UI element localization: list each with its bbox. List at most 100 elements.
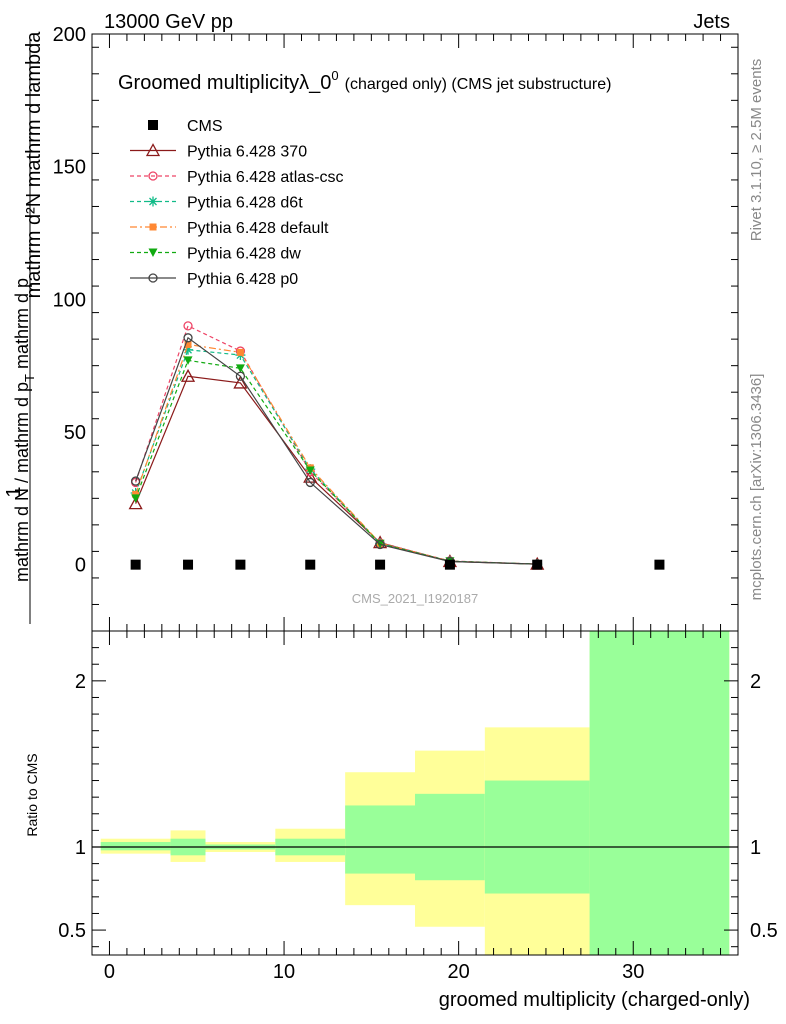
ratio-band-green-6 — [484, 780, 590, 894]
series-point-5-2 — [235, 364, 245, 373]
legend-marker-3 — [148, 196, 158, 207]
legend-item-3: Pythia 6.428 d6t — [130, 195, 303, 212]
ratio-frame — [91, 630, 739, 956]
ylabel-den-rest: mathrm d p — [12, 278, 32, 374]
svg-text:Groomed multiplicityλ_00(charg: Groomed multiplicityλ_00 (charged only) (… — [118, 68, 611, 94]
legend-marker-4 — [149, 223, 157, 231]
series-point-2-1 — [183, 321, 193, 331]
title-sup: 0 — [331, 68, 338, 83]
x-axis-label: groomed multiplicity (charged-only) — [439, 989, 750, 1011]
legend-marker-6 — [148, 273, 158, 283]
series-point-6-2 — [235, 371, 246, 381]
series-5 — [131, 356, 542, 569]
x-tick-label-1: 10 — [273, 961, 295, 983]
series-line-5 — [135, 359, 538, 565]
legend-label-2: Pythia 6.428 atlas-csc — [187, 169, 344, 186]
ratio-ytick-label-right-2: 2 — [750, 671, 761, 693]
x-tick-label-3: 30 — [622, 961, 644, 983]
series-point-3-1 — [183, 344, 194, 355]
ylabel-numerator-text: mathrm d²N — [23, 193, 45, 299]
ratio-band-green-7 — [589, 631, 730, 955]
legend-marker-1 — [145, 143, 161, 157]
legend-label-6: Pythia 6.428 p0 — [187, 271, 298, 288]
x-tick-label-0: 0 — [104, 961, 115, 983]
series-point-1-2 — [233, 375, 248, 389]
main-y-label: 1 mathrm d²N mathrm d lambda mathrm d N … — [3, 31, 45, 624]
legend-item-2: Pythia 6.428 atlas-csc — [130, 169, 344, 186]
series-line-1 — [135, 375, 538, 565]
mcplots-label: mcplots.cern.ch [arXiv:1306.3436] — [748, 374, 765, 601]
legend-item-0: CMS — [148, 118, 223, 135]
ylabel-numerator: mathrm d²N mathrm d lambda — [23, 31, 45, 299]
legend-item-1: Pythia 6.428 370 — [130, 143, 307, 161]
header-left: 13000 GeV pp — [104, 11, 233, 33]
title-main: Groomed multiplicityλ_0 — [118, 72, 331, 94]
series-point-1-1 — [180, 368, 196, 382]
ratio-band-green-4 — [345, 805, 415, 874]
ratio-y-label: Ratio to CMS — [24, 753, 40, 836]
legend-label-4: Pythia 6.428 default — [187, 220, 329, 237]
ratio-ytick-label-right-1: 1 — [750, 837, 761, 859]
title-paren: (charged only) (CMS jet substructure) — [345, 76, 612, 93]
cms-point-6 — [532, 559, 543, 570]
series-point-5-3 — [305, 466, 315, 475]
x-tick-label-2: 20 — [448, 961, 470, 983]
main-ytick-label-1: 50 — [64, 422, 86, 444]
plot-title: Groomed multiplicityλ_00 (charged only) (… — [118, 68, 611, 94]
series-point-4-1 — [184, 340, 192, 348]
ylabel-numerator-rest: mathrm d lambda — [23, 31, 45, 187]
main-ytick-label-2: 100 — [53, 289, 86, 311]
series-point-4-2 — [236, 348, 244, 356]
cms-point-4 — [375, 559, 386, 570]
ratio-band-green-5 — [415, 793, 485, 881]
cms-point-1 — [183, 559, 194, 570]
series-4 — [132, 340, 541, 568]
legend-item-4: Pythia 6.428 default — [130, 220, 329, 237]
series-point-6-0 — [130, 476, 141, 486]
cms-point-7 — [654, 559, 665, 570]
cms-point-5 — [444, 559, 455, 570]
main-plot-panel: CMS_2021_I1920187 Groomed multiplicityλ_… — [53, 24, 739, 632]
series-line-6 — [135, 336, 538, 565]
cms-point-0 — [130, 559, 141, 570]
series-point-6-1 — [183, 333, 193, 343]
cms-point-3 — [305, 559, 316, 570]
ratio-band-green-0 — [100, 842, 171, 851]
ylabel-den-sub: T — [22, 374, 37, 382]
ratio-plot-panel: 0.5 0.51 12 20 10 20 30 — [58, 630, 778, 983]
main-ytick-label-4: 200 — [53, 24, 86, 46]
cms-points — [130, 559, 665, 570]
legend: CMS Pythia 6.428 370 Pythia 6.428 atlas-cs… — [130, 118, 344, 288]
main-ytick-label-3: 150 — [53, 157, 86, 179]
ratio-ytick-label-right-0: 0.5 — [750, 920, 778, 942]
main-ytick-label-0: 0 — [75, 555, 86, 577]
series-line-3 — [135, 349, 538, 565]
series-point-6-3 — [305, 477, 315, 488]
series-2 — [130, 321, 542, 569]
watermark: CMS_2021_I1920187 — [352, 591, 479, 606]
ratio-ytick-label-left-1: 1 — [75, 837, 86, 859]
legend-label-1: Pythia 6.428 370 — [187, 144, 307, 161]
legend-marker-2 — [148, 171, 158, 181]
series-point-1-0 — [128, 496, 143, 510]
legend-item-5: Pythia 6.428 dw — [130, 246, 301, 263]
legend-item-6: Pythia 6.428 p0 — [130, 271, 298, 288]
series-point-6-4 — [375, 539, 385, 550]
series-6 — [130, 333, 542, 569]
legend-label-3: Pythia 6.428 d6t — [187, 195, 303, 212]
series-point-5-0 — [131, 494, 141, 503]
ratio-ytick-label-left-0: 0.5 — [58, 920, 86, 942]
legend-marker-0 — [148, 120, 158, 130]
legend-label-5: Pythia 6.428 dw — [187, 246, 301, 263]
series-point-5-1 — [183, 356, 193, 365]
cms-point-2 — [235, 559, 246, 570]
ylabel-denominator-full: mathrm d N / mathrm d pT mathrm d p — [12, 278, 37, 582]
legend-marker-5 — [148, 248, 158, 257]
ratio-ytick-label-left-2: 2 — [75, 671, 86, 693]
rivet-label: Rivet 3.1.10, ≥ 2.5M events — [748, 59, 765, 242]
ylabel-prefix: 1 — [3, 486, 25, 497]
legend-label-0: CMS — [187, 118, 223, 135]
header-right: Jets — [693, 11, 730, 33]
series-1 — [128, 368, 545, 570]
